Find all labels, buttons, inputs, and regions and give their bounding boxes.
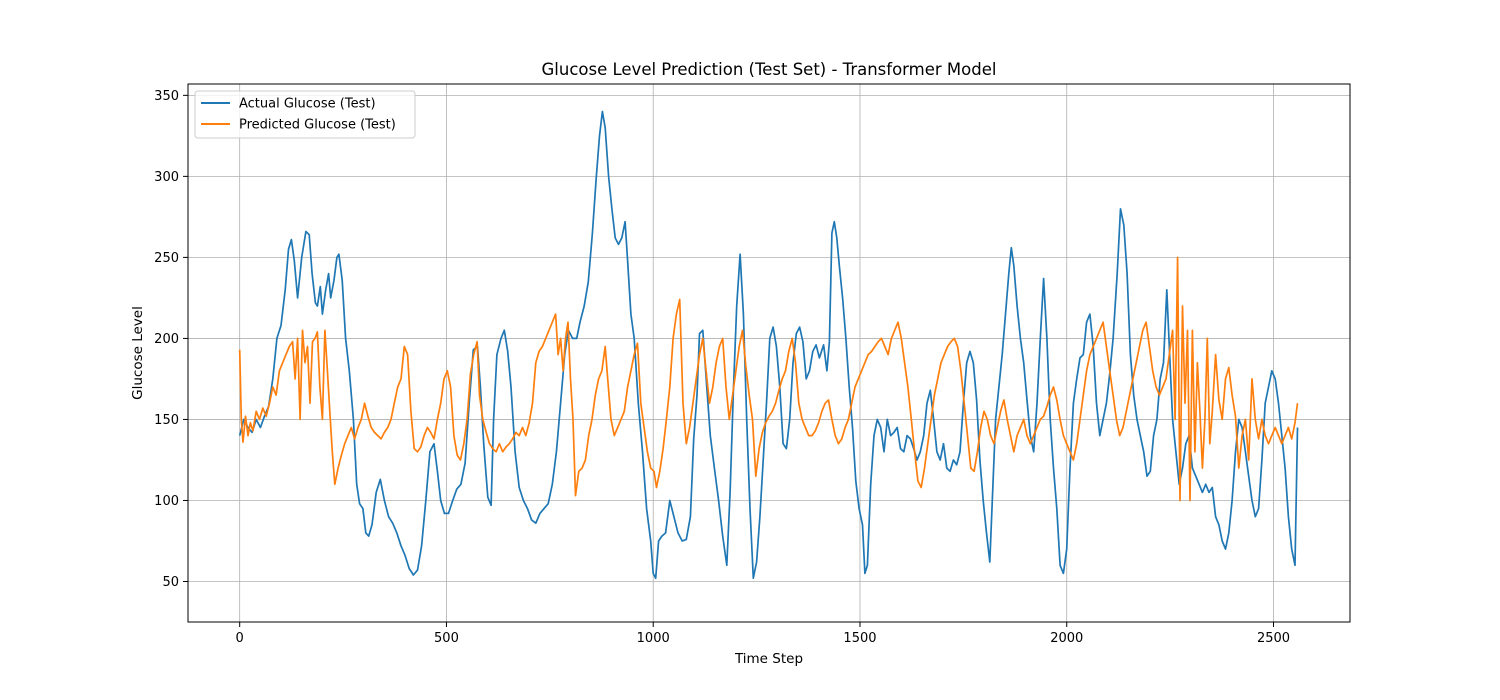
chart-title: Glucose Level Prediction (Test Set) - Tr… [542,60,997,79]
x-tick-label: 0 [236,631,244,646]
legend-box [194,90,416,139]
x-tick-label: 1000 [637,631,670,646]
y-tick-label: 350 [154,89,179,104]
legend-label-actual: Actual Glucose (Test) [239,97,376,112]
x-tick-label: 1500 [843,631,876,646]
x-tick-label: 500 [434,631,459,646]
y-tick-label: 250 [154,251,179,266]
x-tick-label: 2000 [1050,631,1083,646]
axis-ticks: 0 500 1000 1500 2000 2500 50 100 150 200 250 300 350 [154,89,1290,646]
x-axis-label: Time Step [734,651,803,667]
y-tick-label: 300 [154,170,179,185]
y-tick-label: 50 [162,575,179,590]
predicted-glucose-line [238,256,1299,502]
y-tick-label: 150 [154,413,179,428]
y-tick-label: 100 [154,494,179,509]
y-axis-label: Glucose Level [130,306,146,400]
series-lines [238,110,1299,580]
legend-label-predicted: Predicted Glucose (Test) [239,118,396,133]
plot-frame [187,83,1351,623]
x-tick-label: 2500 [1257,631,1290,646]
legend: Actual Glucose (Test) Predicted Glucose … [194,90,416,139]
actual-glucose-line [238,110,1299,580]
y-tick-label: 200 [154,332,179,347]
